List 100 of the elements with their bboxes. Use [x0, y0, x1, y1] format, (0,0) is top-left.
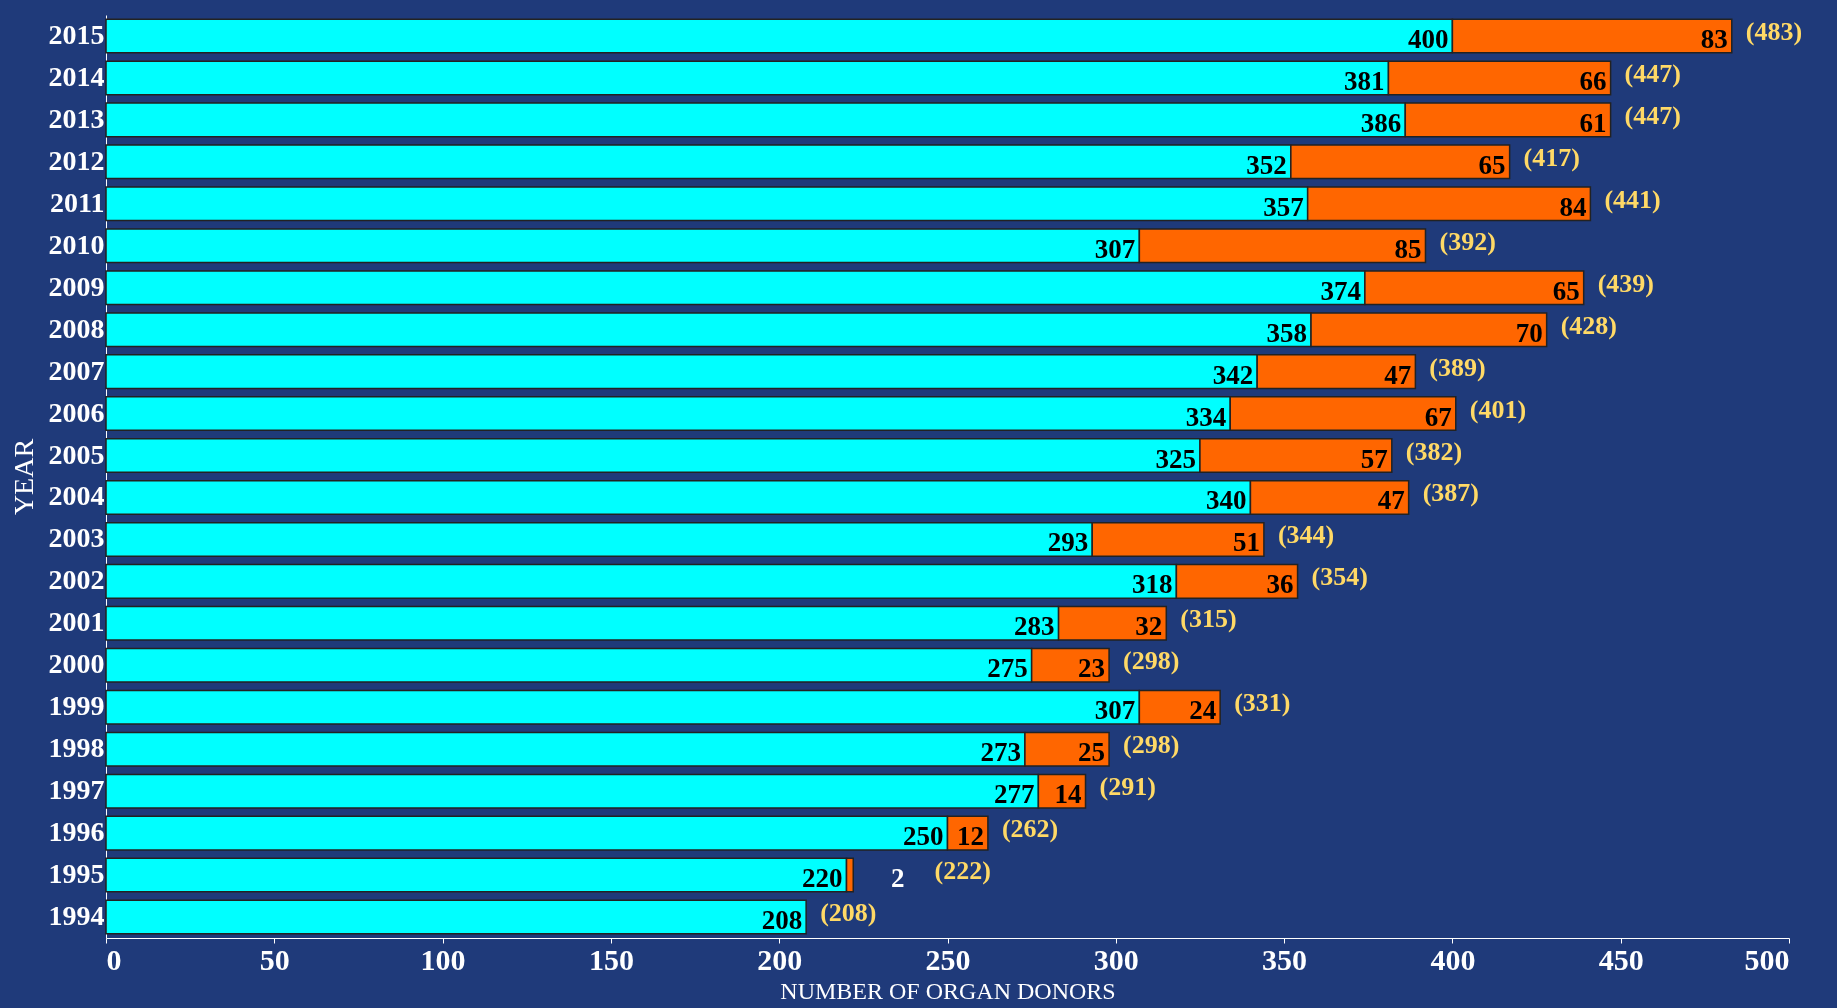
y-axis-title: YEAR [7, 438, 39, 516]
total-label: (262) [1001, 814, 1059, 844]
data-label: 23 [1078, 653, 1106, 684]
y-tick-label: 2001 [48, 606, 105, 638]
data-label: 283 [1014, 611, 1055, 642]
y-tick-label: 2002 [48, 564, 105, 596]
data-label: 277 [993, 779, 1035, 810]
x-tick-label: 50 [259, 942, 290, 976]
data-label: 334 [1185, 401, 1227, 432]
x-tick-label: 350 [1262, 942, 1308, 976]
y-tick-label: 2007 [48, 354, 105, 386]
data-label: 318 [1131, 569, 1173, 600]
total-label: (315) [1180, 604, 1237, 634]
data-label: 208 [761, 905, 803, 936]
bar [105, 899, 807, 935]
data-label: 57 [1360, 443, 1388, 474]
y-tick-label: 2010 [48, 228, 105, 260]
data-label: 220 [802, 863, 843, 894]
data-label: 307 [1094, 233, 1136, 264]
y-tick-label: 2011 [50, 186, 105, 218]
total-label: (354) [1311, 562, 1368, 592]
y-tick-label: 1999 [48, 690, 105, 722]
total-label: (331) [1234, 688, 1291, 718]
data-label: 83 [1700, 23, 1728, 54]
y-tick-label: 2004 [48, 480, 105, 512]
data-label: 47 [1377, 485, 1405, 516]
data-label: 250 [903, 821, 944, 852]
y-tick-label: 1995 [48, 858, 105, 890]
data-label: 14 [1054, 779, 1082, 810]
x-tick-label: 150 [588, 942, 634, 976]
total-label: (344) [1277, 520, 1335, 550]
total-label: (439) [1597, 268, 1654, 298]
data-label: 381 [1343, 65, 1385, 96]
total-label: (222) [934, 856, 991, 886]
data-label: 357 [1263, 191, 1304, 222]
x-tick-label: 250 [925, 942, 971, 976]
x-axis-title: NUMBER OF ORGAN DONORS [780, 977, 1116, 1004]
y-tick-label: 2012 [48, 144, 105, 176]
y-tick-label: 1998 [48, 732, 105, 764]
x-tick-label: 400 [1430, 942, 1476, 976]
y-tick-label: 2003 [48, 522, 105, 554]
y-tick-label: 2009 [48, 270, 105, 302]
total-label: (428) [1560, 310, 1617, 340]
y-tick-label: 2008 [48, 312, 105, 344]
data-label: 386 [1360, 107, 1402, 138]
total-label: (401) [1469, 394, 1527, 424]
data-label: 67 [1424, 401, 1452, 432]
y-tick-label: 1997 [48, 774, 105, 806]
data-label: 25 [1078, 737, 1106, 768]
data-label: 352 [1246, 149, 1287, 180]
y-tick-label: 2013 [48, 102, 105, 134]
data-label: 47 [1384, 359, 1412, 390]
data-label: 2 [890, 863, 905, 894]
x-tick-label: 300 [1093, 942, 1139, 976]
x-tick-label: 100 [420, 942, 466, 976]
data-label: 84 [1559, 191, 1587, 222]
total-label: (298) [1123, 646, 1180, 676]
y-tick-label: 2006 [48, 396, 105, 428]
data-label: 374 [1320, 275, 1361, 306]
total-label: (392) [1439, 226, 1496, 256]
y-tick-label: 1996 [48, 816, 105, 848]
data-label: 61 [1579, 107, 1607, 138]
data-label: 358 [1266, 317, 1308, 348]
x-tick-label: 0 [106, 942, 122, 976]
total-label: (298) [1123, 730, 1180, 760]
total-label: (441) [1604, 184, 1661, 214]
y-tick-label: 2005 [48, 438, 105, 470]
data-label: 342 [1212, 359, 1254, 390]
x-tick-label: 200 [757, 942, 803, 976]
total-label: (387) [1422, 478, 1479, 508]
data-label: 340 [1205, 485, 1247, 516]
data-label: 51 [1232, 527, 1260, 558]
x-tick-label: 500 [1744, 942, 1790, 976]
total-label: (483) [1745, 16, 1803, 46]
y-tick-label: 1994 [48, 900, 105, 932]
x-tick-label: 450 [1598, 942, 1644, 976]
data-label: 293 [1047, 527, 1089, 558]
data-label: 275 [987, 653, 1028, 684]
total-label: (389) [1429, 352, 1486, 382]
total-label: (291) [1099, 772, 1156, 802]
y-tick-label: 2000 [48, 648, 105, 680]
data-label: 307 [1094, 695, 1136, 726]
data-label: 400 [1407, 23, 1449, 54]
data-label: 32 [1135, 611, 1163, 642]
total-label: (447) [1624, 100, 1681, 130]
data-label: 24 [1189, 695, 1217, 726]
total-label: (382) [1405, 436, 1463, 466]
y-tick-label: 2014 [48, 60, 105, 92]
y-tick-label: 2015 [48, 18, 105, 50]
data-label: 273 [980, 737, 1021, 768]
data-label: 65 [1478, 149, 1506, 180]
data-label: 85 [1394, 233, 1422, 264]
data-label: 70 [1515, 317, 1543, 348]
data-label: 65 [1552, 275, 1580, 306]
data-label: 36 [1266, 569, 1294, 600]
total-label: (417) [1523, 142, 1580, 172]
data-label: 66 [1579, 65, 1607, 96]
total-label: (208) [820, 898, 877, 928]
data-label: 325 [1155, 443, 1196, 474]
data-label: 12 [956, 821, 984, 852]
